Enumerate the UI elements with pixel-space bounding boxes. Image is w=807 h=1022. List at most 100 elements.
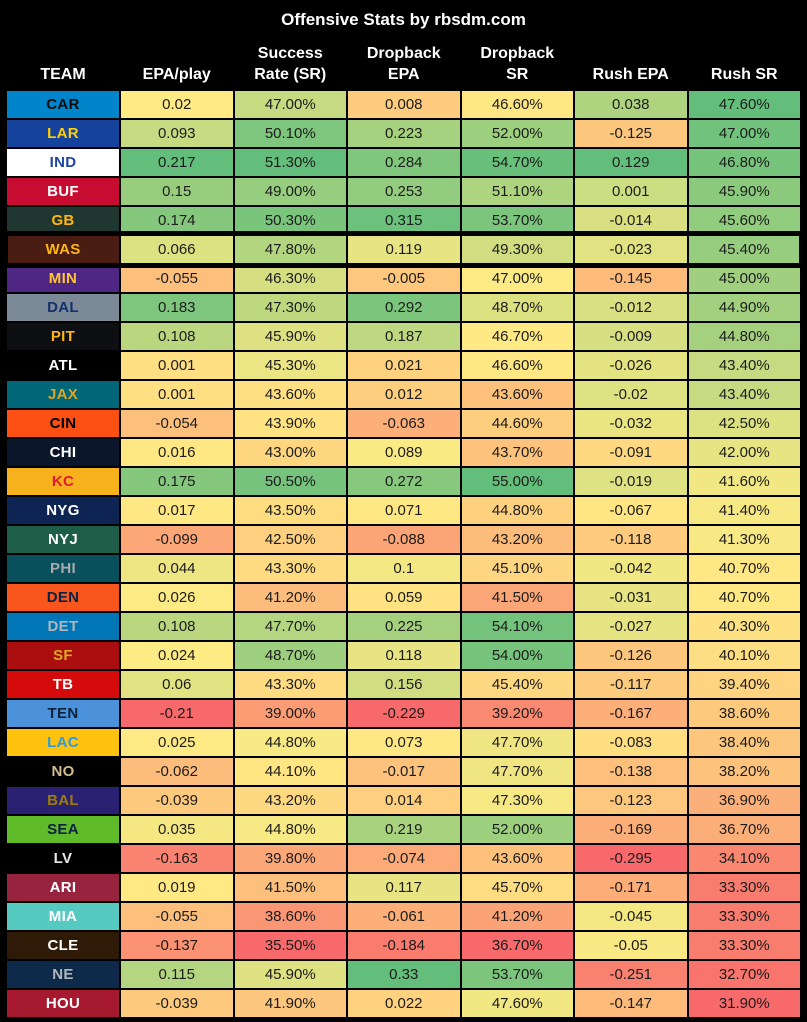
stat-cell-ARI-db_epa: 0.117 xyxy=(348,874,460,901)
stat-cell-GB-epa: 0.174 xyxy=(121,207,233,234)
stat-cell-TEN-rush_sr: 38.60% xyxy=(688,700,800,727)
stat-cell-TEN-db_sr: 39.20% xyxy=(461,700,573,727)
stat-cell-PHI-db_sr: 45.10% xyxy=(461,555,573,582)
team-row-SF: SF 0.024 48.70% 0.118 54.00% -0.126 40.10% xyxy=(7,642,800,669)
team-cell-KC: KC xyxy=(7,468,119,495)
stat-cell-JAX-db_sr: 43.60% xyxy=(461,381,573,408)
stat-cell-CAR-epa: 0.02 xyxy=(121,91,233,118)
stat-cell-KC-db_sr: 55.00% xyxy=(461,468,573,495)
stat-cell-NE-db_sr: 53.70% xyxy=(461,961,573,988)
stat-cell-BUF-rush_sr: 45.90% xyxy=(688,178,800,205)
stat-cell-NO-sr: 44.10% xyxy=(234,758,346,785)
team-row-PIT: PIT 0.108 45.90% 0.187 46.70% -0.009 44.80% xyxy=(7,323,800,350)
stat-cell-LV-rush_epa: -0.295 xyxy=(575,845,687,872)
stat-cell-WAS-rush_epa: -0.023 xyxy=(575,236,687,263)
stat-cell-ATL-db_sr: 46.60% xyxy=(461,352,573,379)
stat-cell-LAC-rush_sr: 38.40% xyxy=(688,729,800,756)
team-cell-BUF: BUF xyxy=(7,178,119,205)
stat-cell-NE-db_epa: 0.33 xyxy=(348,961,460,988)
stat-cell-MIA-rush_sr: 33.30% xyxy=(688,903,800,930)
team-row-BUF: BUF 0.15 49.00% 0.253 51.10% 0.001 45.90% xyxy=(7,178,800,205)
stat-cell-IND-db_epa: 0.284 xyxy=(348,149,460,176)
stat-cell-HOU-db_epa: 0.022 xyxy=(348,990,460,1017)
team-row-BAL: BAL -0.039 43.20% 0.014 47.30% -0.123 36.90% xyxy=(7,787,800,814)
stat-cell-NE-sr: 45.90% xyxy=(234,961,346,988)
stat-cell-MIN-sr: 46.30% xyxy=(234,265,346,292)
team-cell-NYG: NYG xyxy=(7,497,119,524)
column-header-row: TEAM EPA/play Success Rate (SR) Dropback EP… xyxy=(7,40,800,86)
stat-cell-GB-sr: 50.30% xyxy=(234,207,346,234)
stat-cell-LAC-db_epa: 0.073 xyxy=(348,729,460,756)
team-cell-WAS: WAS xyxy=(7,236,119,263)
stat-cell-BAL-db_epa: 0.014 xyxy=(348,787,460,814)
stat-cell-DEN-sr: 41.20% xyxy=(234,584,346,611)
stat-cell-CHI-db_sr: 43.70% xyxy=(461,439,573,466)
stat-cell-CAR-db_epa: 0.008 xyxy=(348,91,460,118)
team-cell-MIN: MIN xyxy=(7,265,119,292)
team-row-MIA: MIA -0.055 38.60% -0.061 41.20% -0.045 33.30% xyxy=(7,903,800,930)
stat-cell-TB-sr: 43.30% xyxy=(234,671,346,698)
stat-cell-CAR-sr: 47.00% xyxy=(234,91,346,118)
team-cell-NYJ: NYJ xyxy=(7,526,119,553)
stat-cell-CHI-rush_epa: -0.091 xyxy=(575,439,687,466)
stat-cell-HOU-sr: 41.90% xyxy=(234,990,346,1017)
stat-cell-GB-db_sr: 53.70% xyxy=(461,207,573,234)
team-cell-SEA: SEA xyxy=(7,816,119,843)
stat-cell-WAS-sr: 47.80% xyxy=(234,236,346,263)
stat-cell-DAL-rush_sr: 44.90% xyxy=(688,294,800,321)
team-cell-SF: SF xyxy=(7,642,119,669)
stat-cell-BUF-epa: 0.15 xyxy=(121,178,233,205)
team-cell-CHI: CHI xyxy=(7,439,119,466)
stat-cell-JAX-db_epa: 0.012 xyxy=(348,381,460,408)
team-row-NE: NE 0.115 45.90% 0.33 53.70% -0.251 32.70% xyxy=(7,961,800,988)
stat-cell-PHI-rush_epa: -0.042 xyxy=(575,555,687,582)
stat-cell-CHI-db_epa: 0.089 xyxy=(348,439,460,466)
stat-cell-CIN-db_sr: 44.60% xyxy=(461,410,573,437)
team-cell-HOU: HOU xyxy=(7,990,119,1017)
stat-cell-DAL-sr: 47.30% xyxy=(234,294,346,321)
stat-cell-MIN-epa: -0.055 xyxy=(121,265,233,292)
stat-cell-NYG-rush_sr: 41.40% xyxy=(688,497,800,524)
stat-cell-TEN-epa: -0.21 xyxy=(121,700,233,727)
stat-cell-BAL-epa: -0.039 xyxy=(121,787,233,814)
stat-cell-MIA-epa: -0.055 xyxy=(121,903,233,930)
stat-cell-GB-rush_sr: 45.60% xyxy=(688,207,800,234)
stat-cell-LAR-db_epa: 0.223 xyxy=(348,120,460,147)
stat-cell-WAS-epa: 0.066 xyxy=(121,236,233,263)
stat-cell-SEA-db_epa: 0.219 xyxy=(348,816,460,843)
stat-cell-SF-sr: 48.70% xyxy=(234,642,346,669)
column-header-epa: EPA/play xyxy=(142,66,211,84)
stat-cell-LAR-rush_sr: 47.00% xyxy=(688,120,800,147)
stat-cell-HOU-rush_epa: -0.147 xyxy=(575,990,687,1017)
team-cell-ATL: ATL xyxy=(7,352,119,379)
team-cell-CLE: CLE xyxy=(7,932,119,959)
stat-cell-LV-epa: -0.163 xyxy=(121,845,233,872)
stat-cell-NO-db_epa: -0.017 xyxy=(348,758,460,785)
stat-cell-DET-sr: 47.70% xyxy=(234,613,346,640)
stat-cell-IND-db_sr: 54.70% xyxy=(461,149,573,176)
stat-cell-LV-db_sr: 43.60% xyxy=(461,845,573,872)
stat-cell-PIT-rush_epa: -0.009 xyxy=(575,323,687,350)
stat-cell-NYG-db_sr: 44.80% xyxy=(461,497,573,524)
stat-cell-WAS-db_epa: 0.119 xyxy=(348,236,460,263)
team-row-LAR: LAR 0.093 50.10% 0.223 52.00% -0.125 47.00% xyxy=(7,120,800,147)
team-cell-LV: LV xyxy=(7,845,119,872)
column-header-team: TEAM xyxy=(40,66,86,84)
stat-cell-CIN-sr: 43.90% xyxy=(234,410,346,437)
team-cell-JAX: JAX xyxy=(7,381,119,408)
team-row-ARI: ARI 0.019 41.50% 0.117 45.70% -0.171 33.30% xyxy=(7,874,800,901)
stat-cell-NYJ-db_epa: -0.088 xyxy=(348,526,460,553)
stat-cell-LAC-rush_epa: -0.083 xyxy=(575,729,687,756)
stat-cell-TB-rush_epa: -0.117 xyxy=(575,671,687,698)
stat-cell-ATL-rush_epa: -0.026 xyxy=(575,352,687,379)
stat-cell-CLE-db_sr: 36.70% xyxy=(461,932,573,959)
stat-cell-SF-rush_epa: -0.126 xyxy=(575,642,687,669)
stat-cell-JAX-rush_epa: -0.02 xyxy=(575,381,687,408)
team-cell-LAR: LAR xyxy=(7,120,119,147)
stat-cell-PHI-rush_sr: 40.70% xyxy=(688,555,800,582)
team-cell-CAR: CAR xyxy=(7,91,119,118)
team-cell-MIA: MIA xyxy=(7,903,119,930)
stat-cell-MIN-rush_sr: 45.00% xyxy=(688,265,800,292)
stat-cell-PIT-rush_sr: 44.80% xyxy=(688,323,800,350)
